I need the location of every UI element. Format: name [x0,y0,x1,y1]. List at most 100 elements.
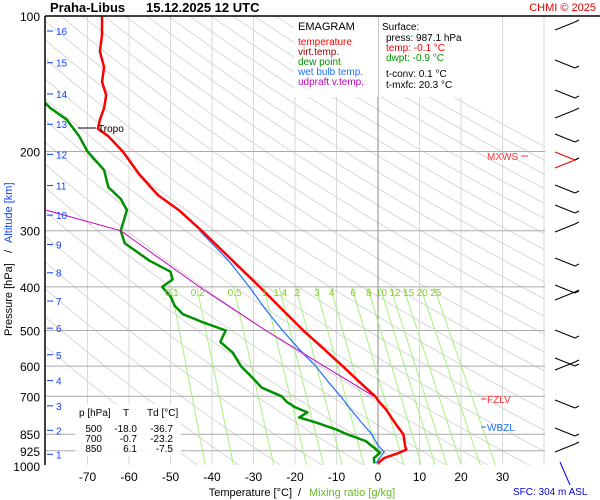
altitude-tick-label: 4 [56,377,62,388]
station-title: Praha-Libus [50,0,125,15]
series-udpraft-v-temp [45,209,375,397]
surface-tmxfc: t-mxfc: 20.3 °C [386,80,452,91]
wind-barb-feather [574,210,580,214]
dry-adiabat [81,16,545,318]
wind-barb-feather [574,363,580,367]
altitude-tick-label: 2 [56,426,62,437]
wind-barb-feather [574,95,580,99]
altitude-tick-label: 3 [56,402,62,413]
table-cell: 500 [85,424,102,435]
dry-adiabat [45,261,323,465]
datetime-title: 15.12.2025 12 UTC [146,0,260,15]
y-axis-title-altitude: Altitude [km] [3,182,15,243]
mixing-ratio-line [315,286,365,465]
mixing-ratio-line [233,286,275,465]
y-axis-title: Pressure [hPa] [3,263,15,336]
wind-barb-feather [574,441,580,445]
wind-barb [554,184,576,194]
wind-barb [554,329,576,339]
grid [45,16,545,465]
mixing-ratio-line [367,286,422,465]
curves [45,16,408,465]
wind-barb [554,59,576,69]
dry-adiabat [124,16,545,283]
legend-box [294,17,378,97]
wind-barb [554,133,576,143]
wind-barb [554,427,576,437]
wind-barb-feather [574,107,580,111]
pressure-tick-label: 300 [20,225,40,239]
mixing-ratio-label: 15 [403,288,415,299]
wind-barb [554,284,576,294]
wind-barb [554,357,576,367]
table-cell: -23.2 [150,434,173,445]
wind-barb-feather [574,405,580,409]
wind-barb-feather [574,433,580,437]
table-header-t: T [123,408,129,419]
table-cell: -7.5 [156,444,174,455]
wind-barb [554,291,576,301]
mixing-ratio-label: 0.2 [191,288,205,299]
temperature-tick-label: -10 [328,470,346,484]
mixing-ratio-line [433,286,496,465]
altitude-tick-label: 5 [56,351,62,362]
altitude-tick-label: 14 [56,90,68,101]
wind-barb-feather [574,157,580,161]
mixing-ratio-label: 0.1 [165,288,179,299]
mixing-ratio-label: 2 [294,288,300,299]
dry-adiabat [45,78,545,411]
series-dew-point [45,100,382,464]
dry-adiabat [210,16,545,220]
wind-barb [554,109,576,119]
mixing-ratio-line [402,286,462,465]
fzlv-label: FZLV [487,395,511,406]
pressure-tick-label: 1000 [13,460,40,474]
dry-adiabat [45,38,545,372]
altitude-tick-label: 15 [56,59,68,70]
mixing-ratio-label: 1.4 [273,288,287,299]
table-header-p: p [hPa] [79,408,111,419]
wind-barb [554,151,576,161]
y-axis-sep: / [3,249,15,253]
mixing-ratio-line [389,286,448,465]
altitude-tick-label: 13 [56,120,68,131]
temperature-tick-label: 30 [496,470,510,484]
wind-barbs [554,19,580,486]
mixing-ratio-line [295,286,343,465]
dry-adiabat [189,16,545,235]
legend-title: EMAGRAM [298,21,355,33]
wind-barb [554,443,576,453]
wind-barb [554,223,576,233]
temperature-tick-label: -40 [203,470,221,484]
summary-table-bg [75,404,181,456]
altitude-tick-label: 9 [56,241,62,252]
wbzl-label: WBZL [487,423,515,434]
wind-barb-feather [574,139,580,143]
temperature-tick-label: 0 [375,470,382,484]
wind-barb [554,361,576,371]
axes: 0.1 0.2 0.5 1 1.4 2 3 4 6 8 10 12 15 20 25100200300400… [13,10,509,484]
wind-barb-feather [574,289,580,293]
wind-barb-feather [574,65,580,69]
temperature-tick-label: -20 [286,470,304,484]
altitude-tick-label: 1 [56,450,62,461]
dry-adiabat [232,16,545,205]
surface-box [379,17,472,97]
temperature-tick-label: -60 [120,470,138,484]
wind-barb-feather [574,19,580,23]
table-cell: -36.7 [150,424,173,435]
wind-barb-feather [574,335,580,339]
dry-adiabat [45,98,545,432]
wind-barb-feather [574,221,580,225]
temperature-tick-label: -70 [79,470,97,484]
mixing-ratio-line [170,286,206,465]
wind-barb [554,257,576,267]
mixing-ratio-line [196,286,234,465]
surface-title: Surface: [382,22,419,33]
mixing-ratio-label: 8 [366,288,372,299]
mixing-ratio-label: 1 [262,288,268,299]
pressure-tick-label: 500 [20,325,40,339]
mixing-ratio-label: 10 [376,288,388,299]
